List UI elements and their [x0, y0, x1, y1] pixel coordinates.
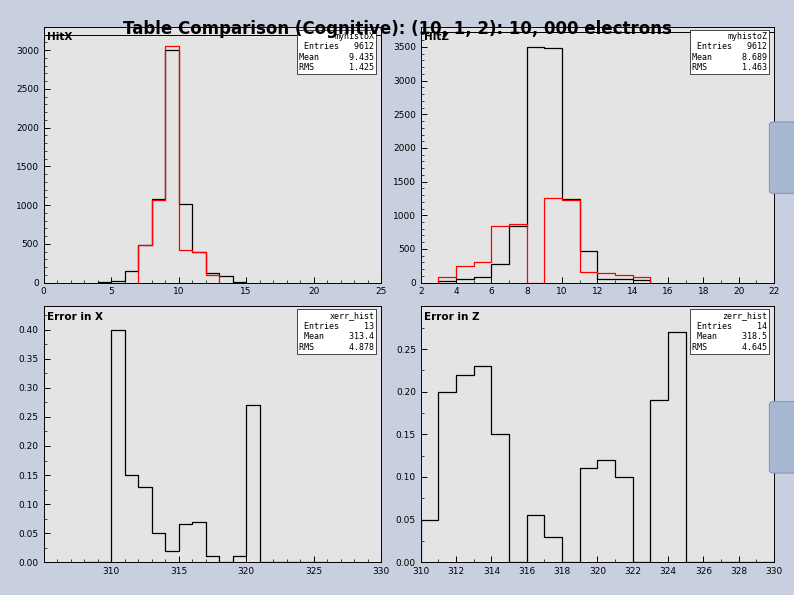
Text: Table Comparison (Cognitive): (10, 1, 2): 10, 000 electrons: Table Comparison (Cognitive): (10, 1, 2)… — [122, 20, 672, 37]
Text: Error in X: Error in X — [47, 312, 103, 321]
Text: Error in Z: Error in Z — [424, 312, 480, 321]
Text: HitZ: HitZ — [424, 32, 449, 42]
Text: myhistoX
Entries   9612
Mean      9.435
RMS       1.425: myhistoX Entries 9612 Mean 9.435 RMS 1.4… — [299, 32, 375, 72]
Text: HitX: HitX — [47, 32, 72, 42]
Text: zerr_hist
Entries     14
Mean     318.5
RMS       4.645: zerr_hist Entries 14 Mean 318.5 RMS 4.64… — [692, 312, 767, 352]
Text: myhistoZ
Entries   9612
Mean      8.689
RMS       1.463: myhistoZ Entries 9612 Mean 8.689 RMS 1.4… — [692, 32, 767, 72]
Text: xerr_hist
Entries     13
Mean     313.4
RMS       4.878: xerr_hist Entries 13 Mean 313.4 RMS 4.87… — [299, 312, 375, 352]
